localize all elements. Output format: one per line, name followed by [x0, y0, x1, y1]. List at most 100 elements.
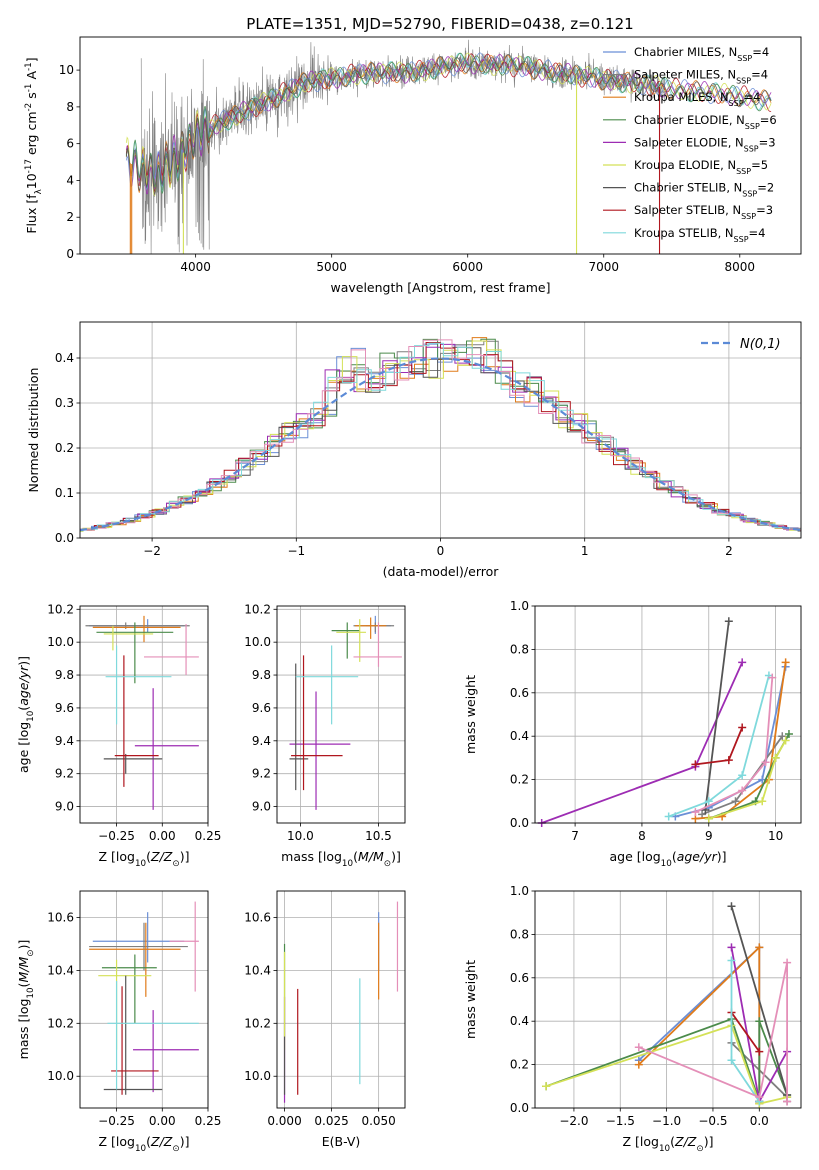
age-vs-mass-panel: 10.0 10.5 9.0 9.2 9.4 9.6 9.8 10.0 10.2 mass [log… — [244, 602, 406, 869]
axes-frame — [276, 890, 406, 1109]
legend-label: Kroupa ELODIE, NSSP=5 — [634, 158, 768, 176]
x-tick-label: 0.25 — [195, 1114, 222, 1128]
x-axis-label: mass [log10(M/M⊙)] — [281, 849, 401, 869]
mass-weight-vs-age-panel: 7 8 9 10 0.0 0.2 0.4 0.6 0.8 1.0 age [log10(age/yr… — [463, 599, 802, 869]
weight-marker — [634, 1060, 643, 1069]
x-tick-label: 2 — [725, 544, 733, 558]
weight-marker — [783, 1097, 792, 1106]
weight-marker — [784, 730, 793, 739]
weight-series-line — [730, 905, 788, 1096]
weight-marker — [758, 797, 767, 806]
x-tick-label: 0.00 — [149, 829, 176, 843]
x-tick-label: 6000 — [452, 260, 483, 274]
y-tick-label: 10.4 — [244, 963, 271, 977]
y-tick-label: 0.2 — [55, 441, 74, 455]
x-tick-label: 4000 — [180, 260, 211, 274]
axes-frame — [79, 321, 802, 539]
x-tick-label: 9 — [705, 829, 713, 843]
weight-marker — [778, 732, 787, 741]
y-axis-label: mass weight — [463, 675, 478, 754]
y-tick-label: 0 — [66, 247, 74, 261]
weight-marker — [771, 753, 780, 762]
weight-marker — [738, 723, 747, 732]
weight-marker — [781, 658, 790, 667]
x-axis-label: Z [log10(Z/Z⊙)] — [99, 849, 190, 869]
legend-label: Salpeter ELODIE, NSSP=3 — [634, 135, 776, 153]
weight-marker — [724, 617, 733, 626]
spectrum-panel: 4000 5000 6000 7000 8000 0 2 4 6 8 10 wavelength [A… — [24, 36, 802, 295]
y-axis-label: age [log10(age/yr)] — [16, 656, 36, 773]
weight-marker — [738, 771, 747, 780]
weight-marker — [755, 1047, 764, 1056]
y-tick-label: 10.2 — [47, 1016, 74, 1030]
y-tick-label: 0.0 — [55, 531, 74, 545]
model-spectrum-line — [125, 54, 772, 195]
weight-marker — [761, 758, 770, 767]
weight-series-line — [668, 675, 770, 818]
weight-marker — [724, 756, 733, 765]
x-tick-label: 0.00 — [149, 1114, 176, 1128]
x-tick-label: 7 — [571, 829, 579, 843]
y-tick-label: 0.4 — [510, 729, 529, 743]
x-tick-label: 10 — [768, 829, 783, 843]
x-tick-label: −1 — [287, 544, 305, 558]
y-tick-label: 0.6 — [510, 686, 529, 700]
y-axis-label: mass [log10(M/M⊙)] — [16, 940, 36, 1060]
mass-weight-vs-metallicity-panel: −2.0 −1.5 −1.0 −0.5 0.0 0.0 0.2 0.4 0.6 0.8 1.0 Z [… — [463, 884, 802, 1154]
weight-series-line — [708, 740, 787, 820]
weight-marker — [738, 658, 747, 667]
weight-marker — [634, 1043, 643, 1052]
weight-marker — [704, 797, 713, 806]
y-tick-label: 0.8 — [510, 927, 529, 941]
age-vs-metallicity-panel: −0.25 0.00 0.25 9.0 9.2 9.4 9.6 9.8 10.0 10.2 Z [l… — [16, 602, 221, 869]
weight-marker — [755, 1017, 764, 1026]
y-tick-label: 10.2 — [244, 1016, 271, 1030]
y-tick-label: 0.4 — [55, 351, 74, 365]
axes-frame — [534, 890, 802, 1109]
y-tick-label: 6 — [66, 137, 74, 151]
x-tick-label: 0.025 — [314, 1114, 348, 1128]
y-tick-label: 2 — [66, 210, 74, 224]
figure-title: PLATE=1351, MJD=52790, FIBERID=0438, z=0… — [246, 15, 633, 33]
y-tick-label: 9.6 — [55, 701, 74, 715]
legend-label: Chabrier MILES, NSSP=4 — [634, 45, 769, 63]
y-tick-label: 1.0 — [510, 599, 529, 613]
mass-vs-metallicity-panel: −0.25 0.00 0.25 10.0 10.2 10.4 10.6 Z [log10(Z/… — [16, 890, 222, 1154]
weight-marker — [755, 943, 764, 952]
axes-frame — [79, 36, 802, 255]
y-axis-label: mass weight — [463, 960, 478, 1039]
x-tick-label: −2 — [143, 544, 161, 558]
weight-series-line — [695, 727, 744, 766]
x-tick-label: 0.050 — [361, 1114, 395, 1128]
axes-frame — [276, 605, 406, 824]
x-tick-label: 0 — [437, 544, 445, 558]
observed-spectrum-line — [140, 39, 666, 254]
x-tick-label: −1.5 — [606, 1114, 635, 1128]
weight-marker — [727, 943, 736, 952]
x-axis-label: Z [log10(Z/Z⊙)] — [99, 1134, 190, 1154]
legend-label: Chabrier ELODIE, NSSP=6 — [634, 113, 777, 131]
weight-marker — [783, 958, 792, 967]
weight-marker — [731, 797, 740, 806]
y-tick-label: 10.0 — [244, 635, 271, 649]
y-tick-label: 0.4 — [510, 1014, 529, 1028]
x-axis-label: Z [log10(Z/Z⊙)] — [623, 1134, 714, 1154]
x-tick-label: −0.25 — [98, 1114, 135, 1128]
weight-marker — [664, 812, 673, 821]
weight-series-line — [638, 945, 761, 1102]
histogram-series — [80, 342, 801, 532]
weight-marker — [768, 673, 777, 682]
x-tick-label: 8 — [638, 829, 646, 843]
y-tick-label: 0.0 — [510, 1101, 529, 1115]
y-tick-label: 9.8 — [55, 668, 74, 682]
x-tick-label: −1.0 — [652, 1114, 681, 1128]
weight-series-line — [704, 621, 730, 811]
x-axis-label: wavelength [Angstrom, rest frame] — [330, 280, 550, 295]
x-tick-label: 10.5 — [365, 829, 392, 843]
x-tick-label: −0.25 — [98, 829, 135, 843]
x-tick-label: 0.25 — [195, 829, 222, 843]
weight-marker — [755, 1093, 764, 1102]
legend-label: Salpeter STELIB, NSSP=3 — [634, 203, 773, 221]
y-tick-label: 10.6 — [47, 910, 74, 924]
x-tick-label: −2.0 — [559, 1114, 588, 1128]
